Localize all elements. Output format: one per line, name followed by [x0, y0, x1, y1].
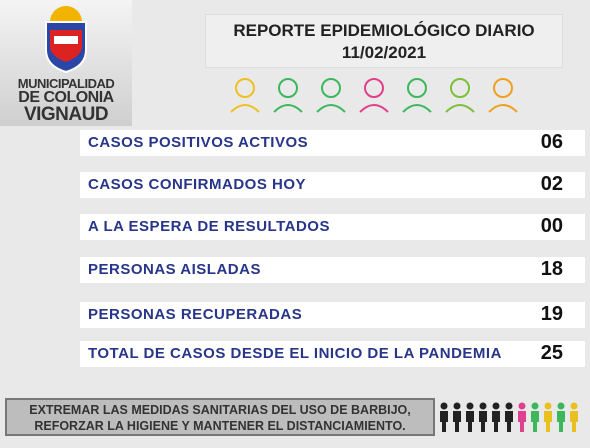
person-icon	[492, 402, 500, 410]
row-label: PERSONAS AISLADAS	[88, 261, 261, 278]
person-icon	[570, 402, 578, 410]
report-row: CASOS POSITIVOS ACTIVOS 06	[80, 130, 585, 156]
row-label: CASOS POSITIVOS ACTIVOS	[88, 134, 309, 151]
row-value: 18	[540, 258, 563, 280]
person-icon	[479, 402, 487, 410]
person-icon	[440, 402, 448, 410]
worker-icons	[230, 78, 518, 113]
row-label: CASOS CONFIRMADOS HOY	[88, 176, 307, 193]
report-row: TOTAL DE CASOS DESDE EL INICIO DE LA PAN…	[80, 341, 585, 367]
row-value: 25	[540, 342, 563, 364]
title: REPORTE EPIDEMIOLÓGICO DIARIO	[233, 21, 535, 40]
logo-emblem	[45, 6, 87, 74]
person-icon	[505, 411, 513, 432]
report-row: CASOS CONFIRMADOS HOY 02	[80, 172, 585, 198]
report-row: A LA ESPERA DE RESULTADOS 00	[80, 214, 585, 240]
report-row: PERSONAS RECUPERADAS 19	[80, 302, 585, 328]
person-icon	[557, 411, 565, 432]
person-icon	[453, 402, 461, 410]
person-icon	[518, 411, 526, 432]
row-value: 06	[540, 131, 563, 153]
person-icon	[531, 411, 539, 432]
row-label: TOTAL DE CASOS DESDE EL INICIO DE LA PAN…	[88, 345, 502, 362]
footer: EXTREMAR LAS MEDIDAS SANITARIAS DEL USO …	[5, 398, 435, 436]
logo-line: DE COLONIA	[18, 89, 114, 106]
person-icon	[453, 411, 461, 432]
person-icon	[518, 402, 526, 410]
person-icon	[531, 402, 539, 410]
person-icon	[479, 411, 487, 432]
person-icon	[466, 402, 474, 410]
person-icon	[544, 402, 552, 410]
people-icons	[440, 402, 578, 432]
row-label: A LA ESPERA DE RESULTADOS	[88, 218, 330, 235]
person-icon	[544, 411, 552, 432]
person-icon	[440, 411, 448, 432]
report-row: PERSONAS AISLADAS 18	[80, 257, 585, 283]
footer-line: REFORZAR LA HIGIENE Y MANTENER EL DISTAN…	[34, 419, 406, 433]
row-value: 00	[540, 215, 563, 237]
row-label: PERSONAS RECUPERADAS	[88, 306, 303, 323]
person-icon	[505, 402, 513, 410]
person-icon	[557, 402, 565, 410]
row-value: 02	[540, 173, 563, 195]
date: 11/02/2021	[341, 43, 427, 62]
row-value: 19	[540, 303, 563, 325]
logo-line: MUNICIPALIDAD	[17, 76, 115, 91]
title-box: REPORTE EPIDEMIOLÓGICO DIARIO 11/02/2021	[205, 14, 563, 68]
logo-line: VIGNAUD	[23, 104, 109, 125]
person-icon	[466, 411, 474, 432]
logo: MUNICIPALIDAD DE COLONIA VIGNAUD	[0, 0, 132, 126]
footer-line: EXTREMAR LAS MEDIDAS SANITARIAS DEL USO …	[29, 403, 411, 417]
person-icon	[492, 411, 500, 432]
person-icon	[570, 411, 578, 432]
